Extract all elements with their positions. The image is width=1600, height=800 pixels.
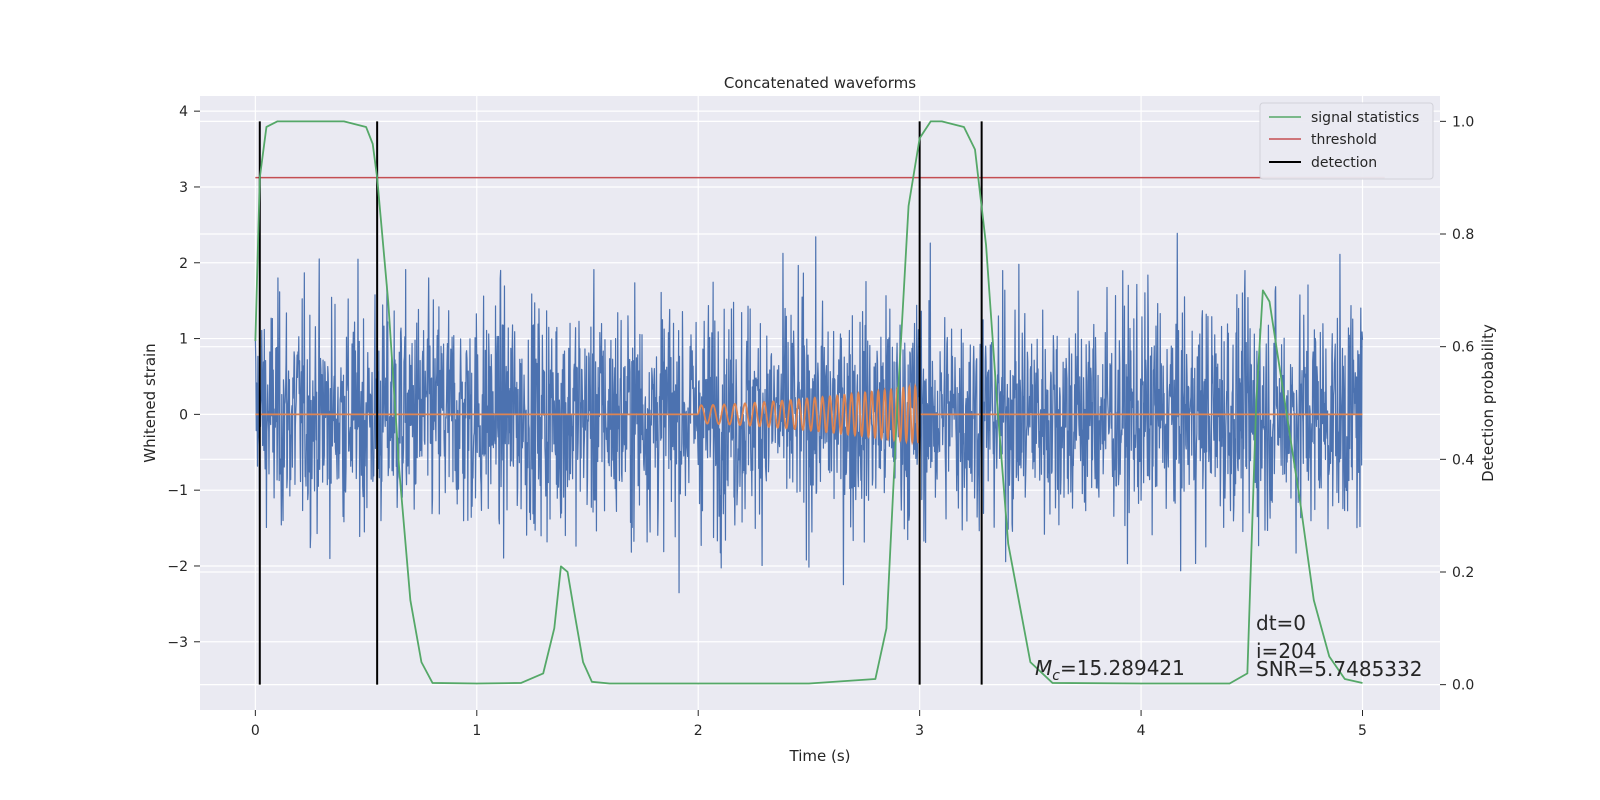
- legend-box: [1259, 102, 1434, 180]
- y-tick-label-left: −1: [167, 483, 188, 499]
- x-tick-label: 0: [251, 723, 260, 739]
- injected-waveform-series: [255, 382, 1363, 446]
- y-tick-label-right: 0.8: [1452, 227, 1474, 243]
- y-tick-label-left: −2: [167, 559, 188, 575]
- legend-label-signal-statistics: signal statistics: [1311, 110, 1419, 126]
- y-axis-label-right: Detection probability: [1479, 324, 1497, 482]
- y-tick-label-left: 0: [179, 407, 188, 423]
- axes: 0 1 2 3 4 5 −3 −2 −1 0 1 2 3 4 0.0 0.2 0.4 0.6 0.8 1.0: [167, 104, 1474, 739]
- chirp-mass-annotation: Mc=15.289421: [1035, 656, 1185, 684]
- y-tick-label-right: 0.4: [1452, 452, 1474, 468]
- y-axis-label-left: Whitened strain: [141, 343, 159, 462]
- x-tick-label: 3: [915, 723, 924, 739]
- y-tick-label-left: −3: [167, 635, 188, 651]
- y-tick-label-left: 3: [179, 180, 188, 196]
- index-annotation: i=204: [1256, 639, 1317, 663]
- injected-waveform-line: [255, 382, 1363, 446]
- y-tick-label-right: 0.0: [1452, 678, 1474, 694]
- chirp-mass-subscript: c: [1052, 668, 1060, 684]
- x-tick-label: 4: [1137, 723, 1146, 739]
- x-tick-label: 1: [472, 723, 481, 739]
- detection-series: [258, 121, 983, 685]
- chirp-mass-symbol: M: [1035, 656, 1052, 680]
- snr-annotation: SNR=5.7485332: [1256, 657, 1422, 681]
- x-tick-label: 2: [694, 723, 703, 739]
- y-tick-label-right: 0.6: [1452, 340, 1474, 356]
- strain-series: [254, 232, 1364, 594]
- chirp-mass-value: =15.289421: [1060, 656, 1185, 680]
- legend: signal statistics threshold detection: [1259, 102, 1434, 180]
- x-tick-label: 5: [1358, 723, 1367, 739]
- y-tick-label-left: 1: [179, 332, 188, 348]
- legend-label-threshold: threshold: [1311, 132, 1377, 148]
- legend-label-detection: detection: [1311, 155, 1377, 171]
- y-tick-label-right: 1.0: [1452, 114, 1474, 130]
- chart-title: Concatenated waveforms: [724, 74, 916, 92]
- x-axis-label: Time (s): [789, 747, 851, 765]
- y-tick-label-left: 2: [179, 256, 188, 272]
- signal-statistics-line: [254, 120, 1363, 685]
- y-tick-label-right: 0.2: [1452, 565, 1474, 581]
- strain-noise-line: [254, 232, 1364, 594]
- dt-annotation: dt=0: [1256, 611, 1306, 635]
- signal-statistics-series: [254, 120, 1363, 685]
- y-tick-label-left: 4: [179, 104, 188, 120]
